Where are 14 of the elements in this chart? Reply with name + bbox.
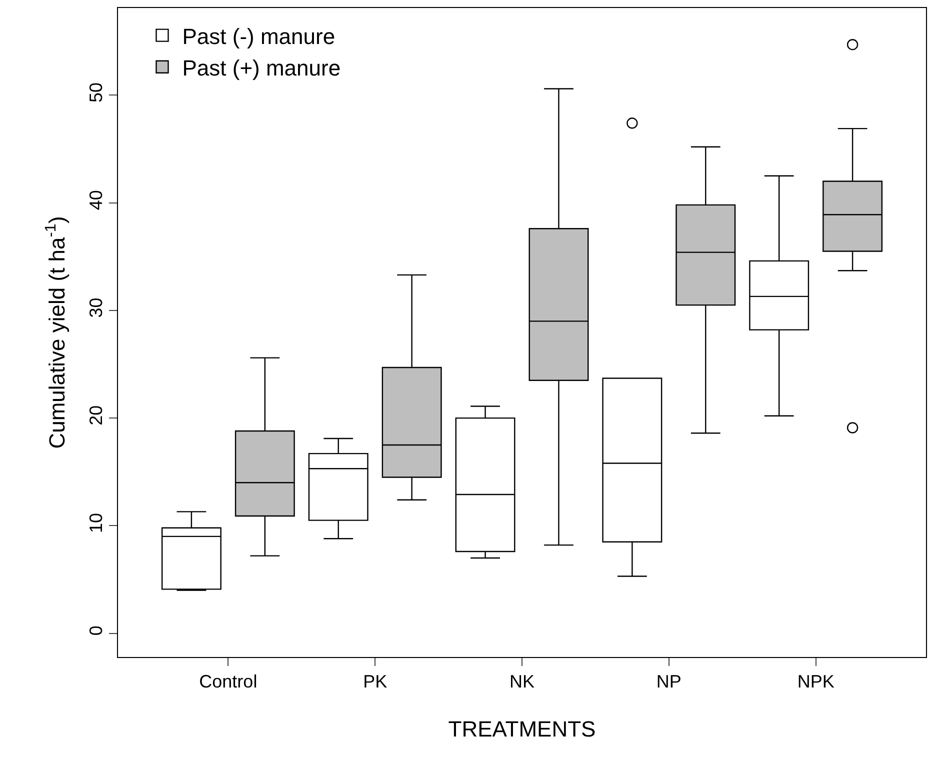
- x-axis-title: TREATMENTS: [448, 716, 596, 742]
- legend-label: Past (-) manure: [182, 24, 336, 49]
- legend-label: Past (+) manure: [182, 55, 341, 80]
- y-tick-label: 0: [86, 626, 106, 636]
- x-tick-label: NPK: [797, 672, 834, 692]
- x-tick-label: PK: [363, 672, 388, 692]
- y-tick-label: 50: [86, 82, 106, 102]
- x-tick-label: NP: [656, 672, 682, 692]
- y-tick-label: 30: [86, 298, 106, 318]
- y-tick-label: 10: [86, 512, 106, 534]
- x-tick-label: Control: [199, 672, 258, 692]
- y-tick-label: 20: [86, 405, 106, 426]
- y-tick-label: 40: [86, 190, 106, 210]
- x-tick-label: NK: [509, 672, 535, 692]
